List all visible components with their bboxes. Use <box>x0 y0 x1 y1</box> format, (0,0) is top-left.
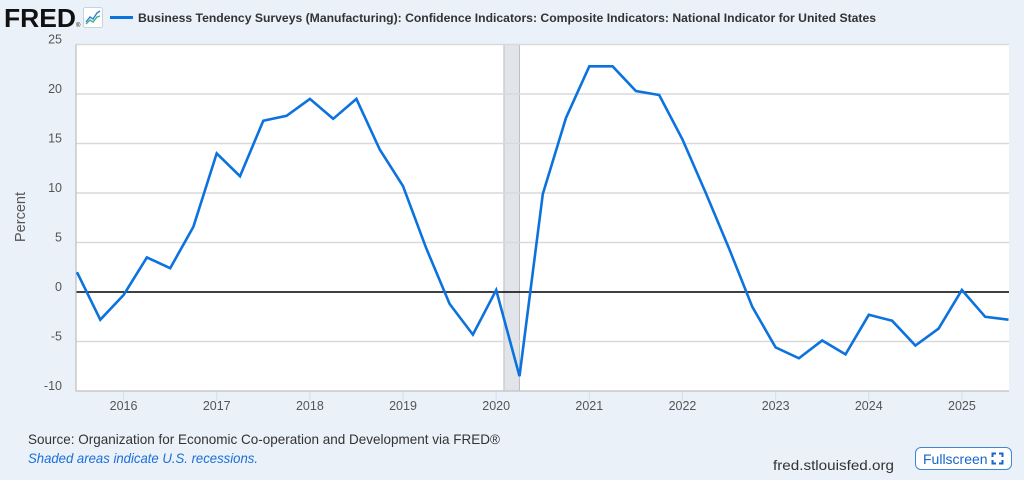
fullscreen-button[interactable]: Fullscreen <box>915 447 1012 470</box>
x-tick-label: 2023 <box>762 399 790 413</box>
x-tick-label: 2016 <box>110 399 138 413</box>
x-tick-label: 2022 <box>669 399 697 413</box>
plot-background <box>76 44 1009 391</box>
y-tick-label: 0 <box>55 280 62 294</box>
fred-chart-icon[interactable] <box>83 7 103 28</box>
source-text: Source: Organization for Economic Co-ope… <box>28 431 501 447</box>
fred-chart-icon-line-blue <box>85 10 101 23</box>
x-tick-label: 2019 <box>389 399 417 413</box>
y-tick-label: -10 <box>44 379 62 393</box>
fullscreen-icon <box>991 452 1004 465</box>
fred-logo-text[interactable]: FRED <box>4 3 76 33</box>
x-tick-label: 2018 <box>296 399 324 413</box>
recession-band <box>503 44 520 392</box>
y-tick-label: 15 <box>48 132 62 146</box>
y-axis-title: Percent <box>13 192 29 242</box>
x-tick-label: 2020 <box>482 399 510 413</box>
series-legend-title[interactable]: Business Tendency Surveys (Manufacturing… <box>138 11 876 25</box>
series-line <box>75 65 1009 377</box>
fullscreen-label: Fullscreen <box>923 450 988 467</box>
x-tick-label: 2025 <box>948 399 976 413</box>
fred-chart-icon-line-green <box>85 15 101 25</box>
y-tick-label: -5 <box>51 330 62 344</box>
y-tick-label: 25 <box>48 33 62 47</box>
x-tick-label: 2017 <box>203 399 231 413</box>
plot-area: 25 20 15 10 5 0 -5 -10 2016 2017 2018 2019 2020 2021 2… <box>44 33 1009 413</box>
x-tick-label: 2021 <box>575 399 603 413</box>
recession-note-link[interactable]: Shaded areas indicate U.S. recessions. <box>28 450 258 466</box>
y-tick-label: 5 <box>55 231 62 245</box>
footer: Source: Organization for Economic Co-ope… <box>28 431 894 473</box>
registered-mark: ® <box>76 22 81 29</box>
site-link[interactable]: fred.stlouisfed.org <box>773 457 894 473</box>
fred-logo[interactable]: FRED ® <box>4 3 81 33</box>
header: FRED ® Business Tendency Surveys (Manufa… <box>4 3 876 33</box>
y-tick-label: 10 <box>48 181 62 195</box>
x-tick-label: 2024 <box>855 399 883 413</box>
y-tick-label: 20 <box>48 82 62 96</box>
